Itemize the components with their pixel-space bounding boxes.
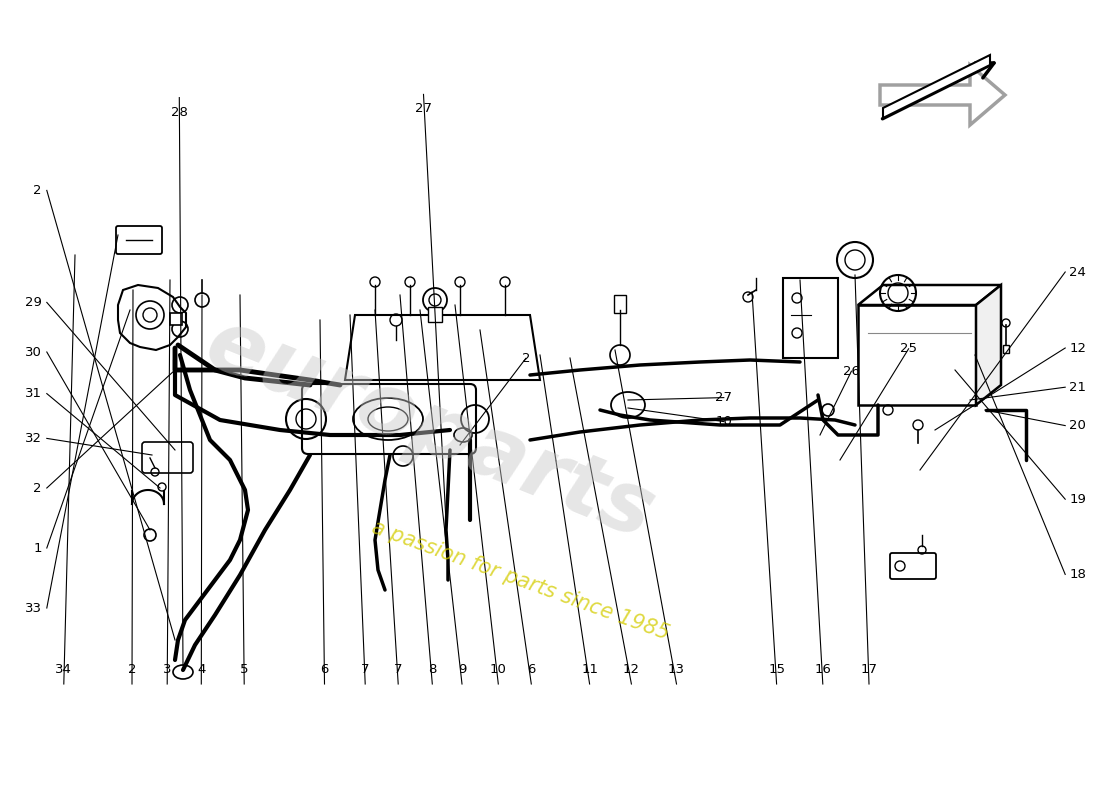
Bar <box>170 313 182 325</box>
Text: 27: 27 <box>415 102 432 115</box>
Text: 5: 5 <box>240 663 249 676</box>
Text: 13: 13 <box>668 663 685 676</box>
Text: 2: 2 <box>128 663 136 676</box>
Text: 28: 28 <box>170 106 188 118</box>
FancyBboxPatch shape <box>116 226 162 254</box>
Text: 2: 2 <box>521 352 530 365</box>
Polygon shape <box>345 315 540 380</box>
Text: 7: 7 <box>361 663 370 676</box>
Polygon shape <box>883 55 990 118</box>
Polygon shape <box>858 285 1001 305</box>
Text: 2: 2 <box>33 184 42 197</box>
Text: 32: 32 <box>25 432 42 445</box>
Text: 33: 33 <box>25 602 42 614</box>
Text: 34: 34 <box>55 663 73 676</box>
Text: 3: 3 <box>163 663 172 676</box>
Text: 9: 9 <box>458 663 466 676</box>
FancyBboxPatch shape <box>302 384 476 454</box>
Text: 27: 27 <box>715 391 733 404</box>
Text: 10: 10 <box>715 415 733 428</box>
Text: 15: 15 <box>768 663 785 676</box>
Text: 12: 12 <box>623 663 640 676</box>
Text: 1: 1 <box>33 542 42 554</box>
Text: europarts: europarts <box>194 302 667 558</box>
Polygon shape <box>118 285 186 350</box>
Text: 31: 31 <box>25 387 42 400</box>
Text: 30: 30 <box>25 346 42 358</box>
Text: 17: 17 <box>860 663 878 676</box>
Text: 6: 6 <box>527 663 536 676</box>
Text: 18: 18 <box>1069 568 1086 581</box>
Text: a passion for parts since 1985: a passion for parts since 1985 <box>368 517 671 643</box>
Text: 29: 29 <box>25 296 42 309</box>
Text: 24: 24 <box>1069 266 1086 278</box>
Text: 2: 2 <box>33 482 42 494</box>
Bar <box>1003 345 1009 353</box>
Text: 4: 4 <box>197 663 206 676</box>
Text: 10: 10 <box>490 663 507 676</box>
FancyArrowPatch shape <box>882 63 994 118</box>
Polygon shape <box>976 285 1001 405</box>
Text: 16: 16 <box>814 663 832 676</box>
Text: 6: 6 <box>320 663 329 676</box>
Bar <box>858 305 976 405</box>
Text: 12: 12 <box>1069 342 1086 354</box>
Text: 19: 19 <box>1069 493 1086 506</box>
Bar <box>614 295 626 313</box>
Text: 25: 25 <box>900 342 917 355</box>
Text: 20: 20 <box>1069 419 1086 432</box>
Text: 26: 26 <box>843 365 860 378</box>
Text: 8: 8 <box>428 663 437 676</box>
Text: 21: 21 <box>1069 381 1086 394</box>
Text: 7: 7 <box>394 663 403 676</box>
FancyBboxPatch shape <box>142 442 192 473</box>
FancyBboxPatch shape <box>890 553 936 579</box>
Bar <box>428 307 442 322</box>
Text: 11: 11 <box>581 663 598 676</box>
Bar <box>783 278 838 358</box>
